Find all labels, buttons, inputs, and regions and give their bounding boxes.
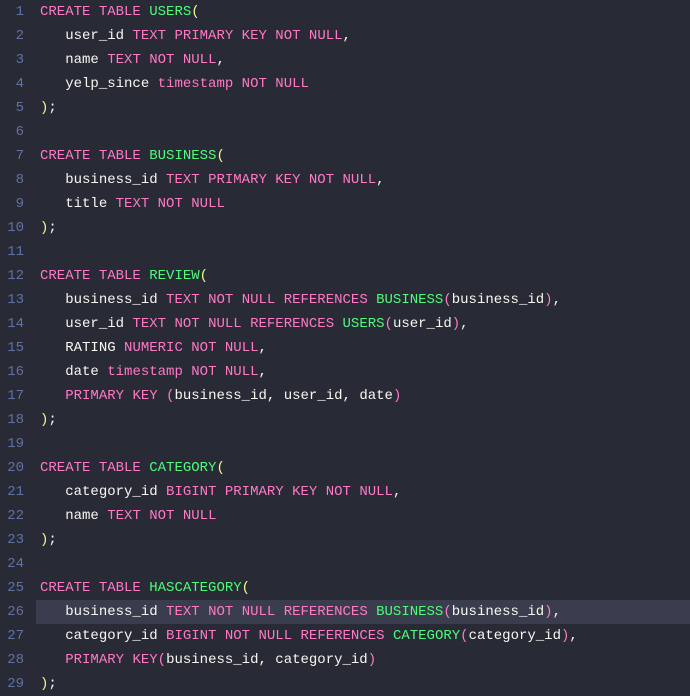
code-line[interactable]: yelp_since timestamp NOT NULL — [36, 72, 690, 96]
line-number: 8 — [6, 168, 24, 192]
code-line[interactable]: business_id TEXT NOT NULL REFERENCES BUS… — [36, 600, 690, 624]
line-number: 10 — [6, 216, 24, 240]
line-number: 1 — [6, 0, 24, 24]
code-line[interactable]: category_id BIGINT PRIMARY KEY NOT NULL, — [36, 480, 690, 504]
code-line[interactable]: category_id BIGINT NOT NULL REFERENCES C… — [36, 624, 690, 648]
code-line[interactable]: date timestamp NOT NULL, — [36, 360, 690, 384]
code-line[interactable]: user_id TEXT PRIMARY KEY NOT NULL, — [36, 24, 690, 48]
code-line[interactable]: title TEXT NOT NULL — [36, 192, 690, 216]
code-line[interactable]: PRIMARY KEY(business_id, category_id) — [36, 648, 690, 672]
code-line[interactable]: CREATE TABLE CATEGORY( — [36, 456, 690, 480]
line-number: 11 — [6, 240, 24, 264]
line-number: 2 — [6, 24, 24, 48]
line-number: 23 — [6, 528, 24, 552]
line-number: 19 — [6, 432, 24, 456]
line-number: 27 — [6, 624, 24, 648]
line-number: 28 — [6, 648, 24, 672]
code-editor[interactable]: 1234567891011121314151617181920212223242… — [0, 0, 690, 693]
line-number: 21 — [6, 480, 24, 504]
line-number: 22 — [6, 504, 24, 528]
code-area[interactable]: CREATE TABLE USERS( user_id TEXT PRIMARY… — [36, 0, 690, 693]
code-line[interactable]: CREATE TABLE REVIEW( — [36, 264, 690, 288]
code-line[interactable]: ); — [36, 96, 690, 120]
code-line[interactable]: business_id TEXT NOT NULL REFERENCES BUS… — [36, 288, 690, 312]
code-line[interactable] — [36, 432, 690, 456]
code-line[interactable] — [36, 120, 690, 144]
code-line[interactable]: CREATE TABLE HASCATEGORY( — [36, 576, 690, 600]
line-number: 29 — [6, 672, 24, 696]
line-number: 6 — [6, 120, 24, 144]
line-number: 4 — [6, 72, 24, 96]
line-number: 15 — [6, 336, 24, 360]
code-line[interactable]: user_id TEXT NOT NULL REFERENCES USERS(u… — [36, 312, 690, 336]
line-number: 20 — [6, 456, 24, 480]
line-number: 3 — [6, 48, 24, 72]
code-line[interactable] — [36, 240, 690, 264]
line-number-gutter: 1234567891011121314151617181920212223242… — [0, 0, 36, 693]
code-line[interactable]: name TEXT NOT NULL — [36, 504, 690, 528]
line-number: 12 — [6, 264, 24, 288]
line-number: 5 — [6, 96, 24, 120]
code-line[interactable]: ); — [36, 216, 690, 240]
line-number: 25 — [6, 576, 24, 600]
line-number: 7 — [6, 144, 24, 168]
line-number: 26 — [6, 600, 24, 624]
code-line[interactable]: ); — [36, 672, 690, 696]
line-number: 9 — [6, 192, 24, 216]
line-number: 17 — [6, 384, 24, 408]
line-number: 14 — [6, 312, 24, 336]
code-line[interactable]: name TEXT NOT NULL, — [36, 48, 690, 72]
code-line[interactable]: ); — [36, 408, 690, 432]
line-number: 16 — [6, 360, 24, 384]
line-number: 18 — [6, 408, 24, 432]
code-line[interactable]: CREATE TABLE USERS( — [36, 0, 690, 24]
code-line[interactable]: PRIMARY KEY (business_id, user_id, date) — [36, 384, 690, 408]
line-number: 13 — [6, 288, 24, 312]
code-line[interactable]: RATING NUMERIC NOT NULL, — [36, 336, 690, 360]
line-number: 24 — [6, 552, 24, 576]
code-line[interactable]: ); — [36, 528, 690, 552]
code-line[interactable] — [36, 552, 690, 576]
code-line[interactable]: business_id TEXT PRIMARY KEY NOT NULL, — [36, 168, 690, 192]
code-line[interactable]: CREATE TABLE BUSINESS( — [36, 144, 690, 168]
